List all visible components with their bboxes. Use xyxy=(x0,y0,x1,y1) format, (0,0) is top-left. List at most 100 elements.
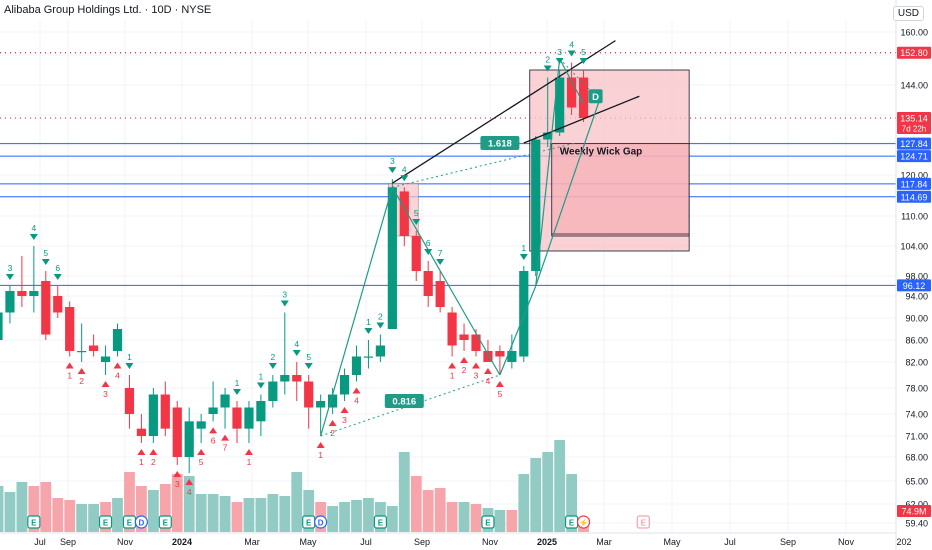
pattern-leg xyxy=(499,285,537,376)
volume-bar xyxy=(458,502,470,532)
volume-bar xyxy=(136,486,147,532)
td-label: 1 xyxy=(259,372,264,382)
event-marker xyxy=(636,515,650,529)
time-tick: Nov xyxy=(117,537,134,547)
candle-body xyxy=(41,281,51,335)
td-label: 2 xyxy=(79,376,84,386)
time-tick: May xyxy=(663,537,681,547)
td-label: 3 xyxy=(175,479,180,489)
candle-body xyxy=(328,394,338,408)
currency-label[interactable]: USD xyxy=(892,6,924,21)
td-label: 4 xyxy=(354,396,359,406)
candle-body xyxy=(411,236,421,271)
price-tick: 86.00 xyxy=(905,336,928,346)
time-tick: Mar xyxy=(244,537,260,547)
price-tick: 110.00 xyxy=(901,212,928,222)
volume-bar xyxy=(16,482,28,532)
td-arrow xyxy=(197,449,206,455)
volume-bar xyxy=(40,482,52,532)
td-label: 6 xyxy=(55,263,60,273)
candle-body xyxy=(65,307,75,351)
volume-bar xyxy=(219,496,231,532)
price-axis[interactable]: 160.00152.00144.00136.00128.00120.00110.… xyxy=(895,0,932,550)
candle-body xyxy=(29,291,39,296)
price-tick: 68.00 xyxy=(905,453,928,463)
volume-bar xyxy=(386,506,398,532)
td-arrow xyxy=(412,219,421,225)
price-tick: 90.00 xyxy=(905,314,928,324)
time-tick: Sep xyxy=(414,537,430,547)
candle-body xyxy=(184,421,194,457)
event-label: D xyxy=(318,519,324,528)
event-marker xyxy=(314,515,328,529)
candle-body xyxy=(208,407,218,414)
candle-body xyxy=(280,375,290,382)
pattern-label-bg xyxy=(588,89,603,104)
td-label: 4 xyxy=(486,376,491,386)
price-level-value: 124.71 xyxy=(900,152,928,162)
td-label: 2 xyxy=(270,352,275,362)
volume-bar xyxy=(52,498,64,532)
td-label: 4 xyxy=(402,164,407,174)
td-arrow xyxy=(340,407,349,413)
volume-bar xyxy=(530,458,542,532)
time-tick: Jul xyxy=(724,537,736,547)
td-label: 1 xyxy=(247,457,252,467)
pattern-ratio-line xyxy=(392,142,576,188)
td-label: 1 xyxy=(318,450,323,460)
wick-gap-label: Weekly Wick Gap xyxy=(560,147,643,158)
volume-bar xyxy=(303,490,315,532)
td-label: 3 xyxy=(390,156,395,166)
harmonic-pattern[interactable]: 0.816 1.618 D xyxy=(320,40,640,437)
candle-body xyxy=(268,381,278,401)
pattern-label: 1.618 xyxy=(488,139,512,150)
price-level-value: 135.14 xyxy=(900,114,928,124)
td-label: 5 xyxy=(414,208,419,218)
event-label: E xyxy=(641,519,647,528)
price-level-countdown: 7d 22h xyxy=(902,125,926,134)
td-arrow xyxy=(328,420,337,426)
td-label: 3 xyxy=(8,263,13,273)
price-level-value: 152.80 xyxy=(900,48,928,58)
td-arrow xyxy=(376,322,385,329)
candle-body xyxy=(578,77,589,119)
price-tick: 144.00 xyxy=(900,81,928,91)
event-label: E xyxy=(163,519,169,528)
price-level-lines xyxy=(0,52,896,286)
price-level-tag xyxy=(897,190,931,203)
candle-body xyxy=(447,312,457,346)
candle-body xyxy=(543,132,553,140)
td-arrow xyxy=(233,389,241,395)
candle-body xyxy=(507,351,517,362)
volume-bar xyxy=(291,472,303,532)
event-marker xyxy=(576,515,591,529)
td-label: 1 xyxy=(127,352,132,362)
td-arrow xyxy=(388,167,397,174)
event-markers[interactable]: E E E D E E D E E E ⚡ E xyxy=(27,515,650,529)
price-tick: 94.00 xyxy=(905,292,928,302)
candle-body xyxy=(459,334,469,340)
td-label: 1 xyxy=(450,371,455,381)
time-tick: 2024 xyxy=(172,537,192,547)
td-arrow xyxy=(316,442,325,448)
candle-body xyxy=(148,394,158,436)
td-arrow xyxy=(460,357,469,363)
td-arrow xyxy=(125,363,134,369)
trend-line xyxy=(523,95,640,144)
td-label: 4 xyxy=(31,223,36,233)
volume-bars xyxy=(0,440,589,532)
time-tick: Jul xyxy=(360,537,372,547)
price-level-tag xyxy=(897,150,931,163)
td-label: 3 xyxy=(557,47,562,57)
price-tick: 71.00 xyxy=(905,432,928,442)
volume-bar xyxy=(147,490,159,532)
candle-body xyxy=(256,401,266,422)
td-label: 4 xyxy=(187,487,192,497)
pattern-ratio-line xyxy=(320,374,501,437)
time-tick: 2025 xyxy=(537,537,557,547)
td-arrow xyxy=(256,382,265,389)
time-axis[interactable]: Jul Sep Nov 2024 Mar May Jul Sep Nov 2025 Mar May Ju… xyxy=(0,532,912,547)
volume-bar xyxy=(159,484,171,532)
price-level-tag xyxy=(897,177,931,190)
